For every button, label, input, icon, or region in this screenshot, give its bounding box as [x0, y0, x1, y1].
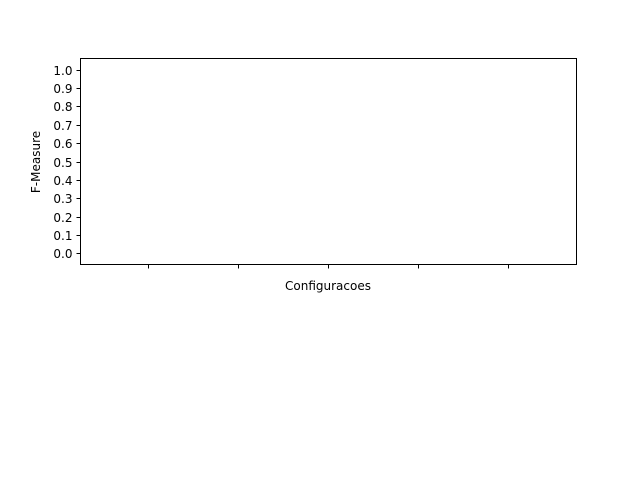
y-tick-label: 0.3: [53, 192, 72, 206]
y-tick-label: 0.8: [53, 100, 72, 114]
y-tick-label: 0.5: [53, 156, 72, 170]
plot-area-frame: [80, 58, 577, 265]
y-tick-label: 0.2: [53, 211, 72, 225]
y-tick-label: 0.0: [53, 247, 72, 261]
y-axis-ticks: 0.0 0.1 0.2 0.3 0.4 0.5 0.6 0.7 0.8 0.9 1.0: [53, 64, 81, 261]
y-axis-label: F-Measure: [29, 131, 43, 193]
x-axis-ticks: [148, 264, 509, 269]
x-axis-label: Configuracoes: [285, 279, 371, 293]
y-tick-label: 0.4: [53, 174, 72, 188]
y-tick-label: 0.9: [53, 82, 72, 96]
y-tick-label: 1.0: [53, 64, 72, 78]
y-tick-label: 0.6: [53, 137, 72, 151]
y-tick-label: 0.1: [53, 229, 72, 243]
y-tick-label: 0.7: [53, 119, 72, 133]
